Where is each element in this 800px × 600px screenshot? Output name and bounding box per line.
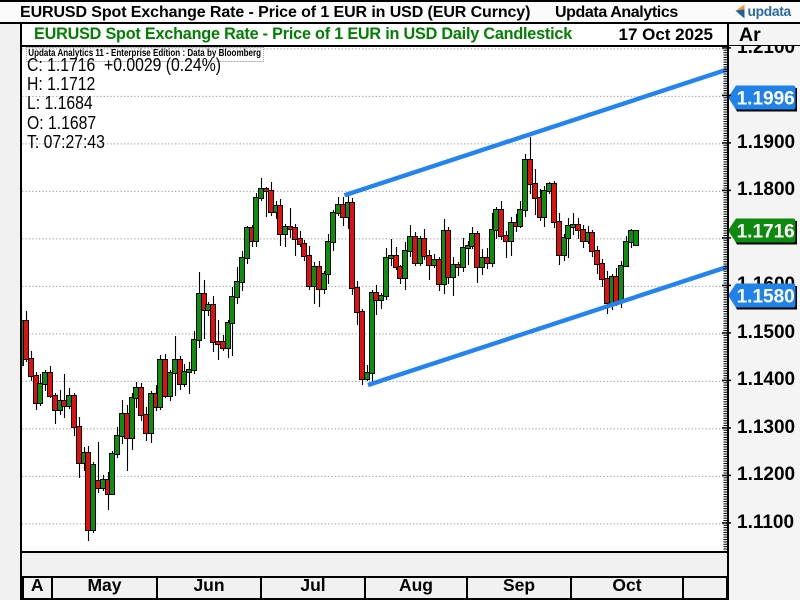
- svg-text:1.1716: 1.1716: [737, 222, 795, 243]
- svg-text:updata: updata: [748, 4, 792, 19]
- svg-text:1.1580: 1.1580: [737, 286, 795, 307]
- svg-text:1.1996: 1.1996: [737, 89, 795, 110]
